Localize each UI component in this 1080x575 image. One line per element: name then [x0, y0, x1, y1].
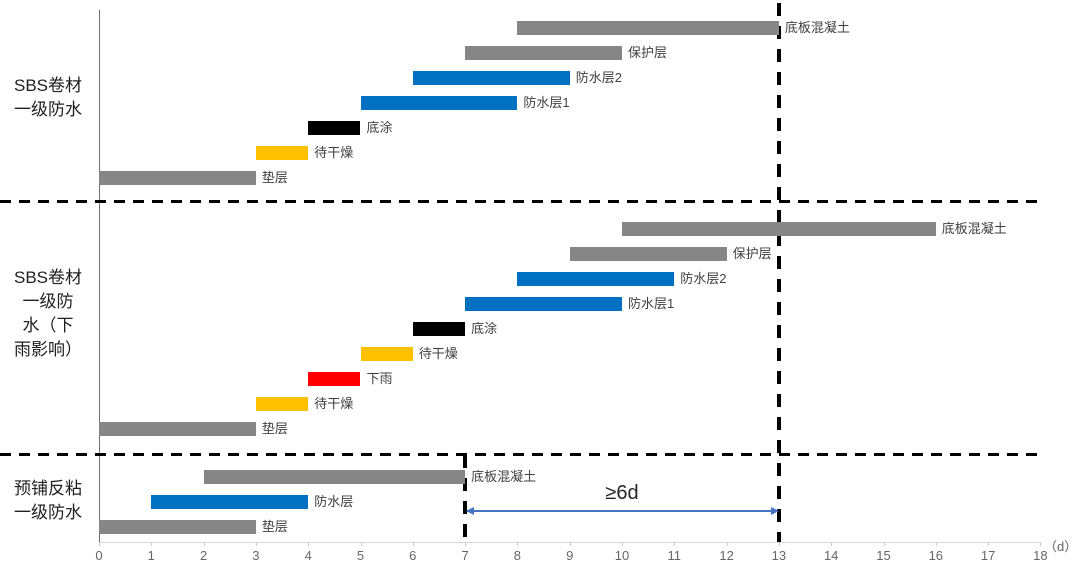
gantt-bar-2-7	[308, 372, 361, 386]
gantt-bar-3-3	[99, 520, 256, 534]
x-axis-tick-mark	[831, 542, 833, 546]
reference-line-day7	[463, 455, 467, 542]
x-axis-tick-mark	[255, 542, 257, 546]
x-axis-tick-mark	[883, 542, 885, 546]
duration-arrow-right-head	[771, 507, 779, 515]
gantt-bar-1-1	[517, 21, 779, 35]
section-title-line: 预铺反粘	[14, 479, 82, 498]
gantt-bar-1-7	[99, 171, 256, 185]
section-title-line: SBS卷材	[13, 268, 83, 287]
x-axis-tick-label: 13	[771, 548, 787, 563]
bar-label: 垫层	[261, 170, 288, 185]
x-axis-tick-label: 11	[667, 548, 682, 563]
bar-label: 下雨	[366, 371, 393, 386]
bar-label: 防水层1	[523, 95, 570, 110]
x-axis-tick-mark	[360, 542, 362, 546]
bar-label: 保护层	[628, 45, 668, 60]
section-title-line: 一级防水	[14, 100, 82, 119]
gantt-bar-3-2	[151, 495, 309, 509]
gantt-bar-1-3	[412, 71, 570, 85]
section-divider-2	[0, 453, 1040, 456]
section-divider-1	[0, 200, 1040, 203]
x-axis-tick-mark	[726, 542, 728, 546]
section-title-line: 水（下	[22, 316, 74, 335]
gantt-bar-2-4	[465, 297, 622, 311]
bar-label: 防水层	[314, 494, 354, 509]
duration-annotation: ≥6d	[605, 482, 639, 504]
x-axis-tick-label: 16	[928, 548, 944, 563]
x-axis-tick-label: 6	[409, 548, 417, 563]
section-title-line: 雨影响）	[14, 340, 82, 359]
x-axis-tick-label: 4	[304, 548, 312, 563]
section-title-2: SBS卷材一级防水（下雨影响）	[2, 266, 94, 362]
section-title-3: 预铺反粘 一级防水	[2, 477, 94, 525]
bar-label: 保护层	[732, 246, 772, 261]
gantt-bar-3-1	[203, 470, 466, 484]
x-axis-tick-mark	[1040, 542, 1042, 546]
bar-label: 底板混凝土	[784, 20, 850, 35]
x-axis-tick-mark	[569, 542, 571, 546]
x-axis-tick-label: 1	[147, 548, 155, 563]
x-axis-tick-label: 7	[461, 548, 469, 563]
gantt-bar-2-5	[412, 322, 466, 336]
gantt-bar-1-2	[465, 46, 622, 60]
x-axis-tick-mark	[988, 542, 990, 546]
x-axis-unit-label: （d）	[1044, 539, 1078, 554]
bar-label: 底涂	[366, 120, 393, 135]
x-axis-tick-mark	[674, 542, 676, 546]
gantt-bar-1-4	[360, 96, 518, 110]
bar-label: 防水层2	[680, 271, 727, 286]
section-title-line: 一级防	[22, 292, 74, 311]
bar-label: 底板混凝土	[941, 221, 1007, 236]
bar-label: 待干燥	[314, 396, 354, 411]
gantt-bar-2-6	[360, 347, 413, 361]
x-axis-tick-mark	[412, 542, 414, 546]
x-axis-tick-label: 18	[1033, 548, 1048, 563]
section-title-line: SBS卷材	[13, 76, 83, 95]
x-axis-tick-label: 15	[876, 548, 891, 563]
gantt-bar-1-5	[308, 121, 361, 135]
section-title-line: 一级防水	[14, 503, 82, 522]
bar-label: 防水层2	[575, 70, 622, 85]
duration-arrow-left-head	[466, 507, 474, 515]
x-axis-tick-label: 9	[566, 548, 574, 563]
bar-label: 垫层	[261, 519, 288, 534]
bar-label: 防水层1	[628, 296, 675, 311]
gantt-bar-1-6	[255, 146, 309, 160]
duration-arrow	[467, 510, 777, 512]
gantt-bar-2-8	[255, 397, 309, 411]
bar-label: 待干燥	[418, 346, 458, 361]
section-title-1: SBS卷材一级防水	[2, 74, 94, 122]
x-axis-tick-mark	[151, 542, 153, 546]
bar-label: 垫层	[261, 421, 288, 436]
reference-line-day13	[777, 3, 781, 542]
x-axis-tick-label: 14	[823, 548, 839, 563]
gantt-bar-2-3	[517, 272, 675, 286]
bar-label: 底涂	[471, 321, 498, 336]
x-axis-tick-label: 17	[980, 548, 996, 563]
gantt-bar-2-9	[99, 422, 256, 436]
x-axis-tick-label: 10	[614, 548, 630, 563]
x-axis-tick-label: 2	[199, 548, 208, 563]
bar-label: 待干燥	[314, 145, 354, 160]
x-axis-tick-mark	[203, 542, 205, 546]
x-axis-tick-mark	[308, 542, 310, 546]
x-axis-tick-mark	[99, 542, 100, 546]
x-axis-tick-label: 5	[356, 548, 365, 563]
x-axis-tick-label: 8	[513, 548, 521, 563]
x-axis-tick-mark	[778, 542, 780, 546]
x-axis-tick-label: 12	[719, 548, 734, 563]
x-axis-tick-label: 0	[95, 548, 103, 563]
x-axis-tick-mark	[517, 542, 519, 546]
x-axis-tick-mark	[465, 542, 467, 546]
x-axis-tick-mark	[935, 542, 937, 546]
gantt-bar-2-1	[622, 222, 936, 236]
bar-label: 底板混凝土	[471, 469, 537, 484]
y-axis-line	[99, 10, 100, 542]
x-axis-tick-label: 3	[252, 548, 260, 563]
gantt-bar-2-2	[569, 247, 727, 261]
x-axis-tick-mark	[622, 542, 623, 546]
